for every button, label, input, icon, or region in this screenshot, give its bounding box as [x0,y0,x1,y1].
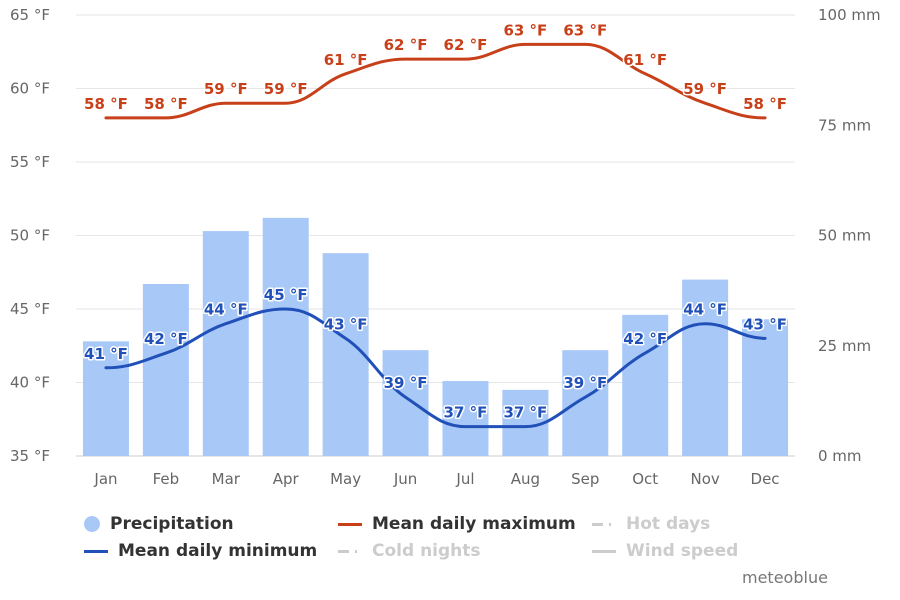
x-tick-label: Oct [632,470,658,488]
left-tick-label: 35 °F [10,447,50,465]
x-tick-label: Jul [455,470,474,488]
legend: Precipitation Mean daily maximum Hot day… [80,514,800,570]
mean-max-line-label: 58 °F [144,95,188,113]
legend-mean-min[interactable]: Mean daily minimum [84,541,317,561]
precipitation-bar[interactable] [262,217,309,456]
mean-max-line-label: 63 °F [503,21,547,39]
mean-min-line-label: 42 °F [144,330,188,348]
mean-max-line-label: 58 °F [743,95,787,113]
precipitation-bar[interactable] [322,253,369,456]
temperature-lines [104,42,767,429]
mean-min-line-label: 44 °F [683,301,727,319]
precipitation-bar[interactable] [82,341,129,456]
left-axis-ticks: 35 °F 40 °F 45 °F 50 °F 55 °F 60 °F 65 °F [10,6,50,465]
mean-min-line-label: 43 °F [743,315,787,333]
legend-precipitation-label: Precipitation [110,514,234,534]
mean-min-line-label: 44 °F [204,301,248,319]
mean-max-line-label: 58 °F [84,95,128,113]
mean-min-line-label: 42 °F [623,330,667,348]
mean-max-line-label: 61 °F [623,51,667,69]
mean-min-line-label: 43 °F [324,315,368,333]
left-tick-label: 45 °F [10,300,50,318]
grid-lines [76,14,795,457]
x-tick-label: Feb [153,470,180,488]
x-tick-label: Aug [511,470,540,488]
mean-min-legend-icon [84,549,108,553]
mean-max-legend-icon [338,522,362,526]
right-tick-label: 25 mm [818,337,871,355]
legend-mean-max-label: Mean daily maximum [372,514,576,534]
mean-min-line[interactable] [104,307,767,429]
mean-max-line-label: 59 °F [264,80,308,98]
mean-min-line-label: 39 °F [384,374,428,392]
legend-wind-speed-label: Wind speed [626,541,739,561]
hot-days-legend-icon [592,522,616,526]
legend-hot-days-label: Hot days [626,514,711,534]
precipitation-bar[interactable] [442,381,489,456]
legend-cold-nights[interactable]: Cold nights [338,541,481,561]
mean-max-line-label: 62 °F [384,36,428,54]
mean-max-line[interactable] [104,42,767,120]
precipitation-bar[interactable] [622,314,669,456]
mean-max-line-label: 61 °F [324,51,368,69]
mean-min-line-label: 37 °F [503,404,547,422]
x-tick-label: Mar [212,470,241,488]
precipitation-legend-icon [84,516,100,532]
right-tick-label: 75 mm [818,116,871,134]
x-axis-ticks: Jan Feb Mar Apr May Jun Jul Aug Sep Oct Nov Dec [93,470,779,488]
mean-max-line-label: 62 °F [444,36,488,54]
left-tick-label: 60 °F [10,80,50,98]
wind-speed-legend-icon [592,549,616,553]
mean-min-line-label: 45 °F [264,286,308,304]
mean-max-line-label: 59 °F [683,80,727,98]
right-axis-ticks: 0 mm 25 mm 50 mm 75 mm 100 mm [818,6,881,465]
precipitation-bar[interactable] [682,279,729,456]
legend-precipitation[interactable]: Precipitation [84,514,234,534]
legend-cold-nights-label: Cold nights [372,541,481,561]
legend-mean-max[interactable]: Mean daily maximum [338,514,576,534]
left-tick-label: 40 °F [10,374,50,392]
legend-wind-speed[interactable]: Wind speed [592,541,738,561]
x-tick-label: Jun [393,470,417,488]
left-tick-label: 50 °F [10,227,50,245]
x-tick-label: Sep [571,470,599,488]
cold-nights-legend-icon [338,549,362,553]
mean-max-line-label: 59 °F [204,80,248,98]
mean-min-line-label: 37 °F [444,404,488,422]
right-tick-label: 50 mm [818,227,871,245]
right-tick-label: 0 mm [818,447,862,465]
right-tick-label: 100 mm [818,6,881,24]
mean-min-line-label: 39 °F [563,374,607,392]
left-tick-label: 55 °F [10,153,50,171]
legend-mean-min-label: Mean daily minimum [118,541,318,561]
precipitation-bar[interactable] [562,350,609,456]
left-tick-label: 65 °F [10,6,50,24]
x-tick-label: Nov [690,470,719,488]
mean-max-line-label: 63 °F [563,21,607,39]
precipitation-bars [82,217,789,456]
precipitation-bar[interactable] [202,231,249,456]
x-tick-label: Dec [751,470,780,488]
precipitation-bar[interactable] [742,319,789,456]
x-tick-label: Apr [273,470,300,488]
data-labels: 58 °F 58 °F 59 °F 59 °F 61 °F 62 °F 62 °F 63 °F… [83,20,789,423]
legend-hot-days[interactable]: Hot days [592,514,710,534]
x-tick-label: May [330,470,361,488]
precipitation-bar[interactable] [382,350,429,456]
x-tick-label: Jan [93,470,117,488]
mean-min-line-label: 41 °F [84,345,128,363]
credit-text: meteoblue [742,568,828,587]
climate-chart: 58 °F 58 °F 59 °F 59 °F 61 °F 62 °F 62 °F 63 °F… [10,6,881,488]
precipitation-bar[interactable] [142,284,189,456]
